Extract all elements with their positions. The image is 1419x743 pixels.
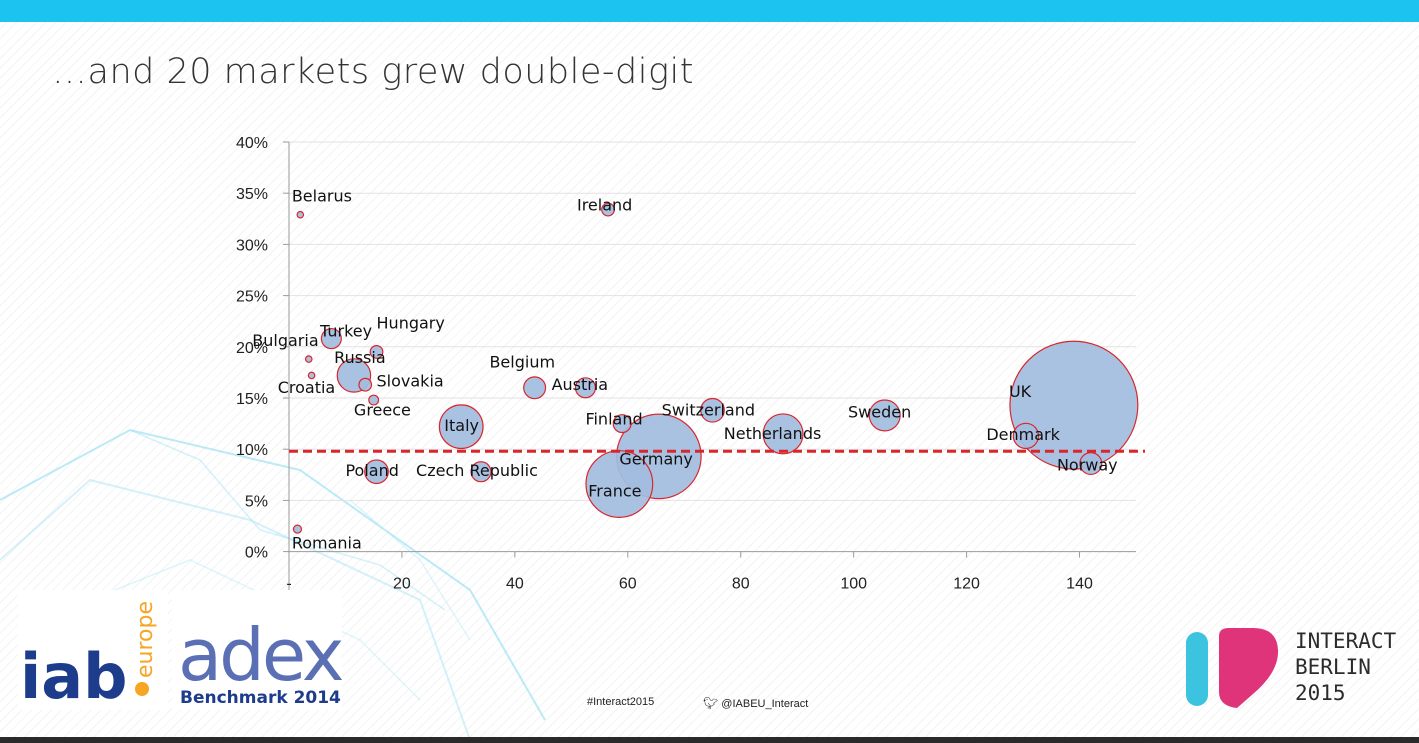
bubble-switzerland [700,397,725,423]
x-tick-label: 120 [953,576,980,593]
label-finland: Finland [585,410,642,429]
label-austria: Austria [552,375,609,394]
label-bulgaria: Bulgaria [252,331,318,350]
label-denmark: Denmark [986,425,1060,444]
x-tick-label: 140 [1066,576,1093,593]
benchmark-logo-text: Benchmark 2014 [180,688,341,708]
y-tick-label: 10% [236,442,268,459]
y-tick-label: 30% [236,237,268,254]
label-uk: UK [1009,382,1032,401]
y-tick-label: 15% [236,391,268,408]
label-sweden: Sweden [848,402,911,421]
bubble-czech-republic [470,461,492,483]
iab-logo-text: iab [20,640,127,710]
y-tick-label: 35% [236,186,268,203]
y-tick-label: 0% [245,545,268,562]
bubble-uk [1009,340,1139,470]
label-germany: Germany [619,450,693,469]
iab-europe-logo: iab europe [18,590,168,713]
bubble-italy [438,404,484,450]
bubble-bulgaria [304,355,313,363]
adex-benchmark-logo: adex Benchmark 2014 [172,590,346,710]
y-tick-label: 40% [236,135,268,152]
label-hungary: Hungary [377,313,445,332]
label-switzerland: Switzerland [662,400,755,419]
bubble-finland [612,414,632,434]
footer-twitter: 🐦︎ @IABEU_Interact [703,696,808,710]
label-czech-republic: Czech Republic [416,461,538,480]
x-tick-label: 100 [840,576,867,593]
adex-logo-text: adex [178,613,342,697]
twitter-bird-icon: 🐦︎ [703,696,719,710]
x-tick-label: - [286,576,291,593]
interact-line-2: BERLIN [1295,655,1371,679]
y-tick-label: 5% [245,493,268,510]
interact-heart-icon [1219,628,1279,708]
bubble-ireland [601,202,615,217]
label-greece: Greece [354,400,411,419]
label-russia: Russia [334,348,385,367]
label-turkey: Turkey [319,322,372,341]
x-tick-label: 40 [506,576,524,593]
y-tick-label: 20% [236,340,268,357]
label-poland: Poland [345,461,398,480]
chart-labels: Belarus Ireland Turkey Hungary Bulgaria Croat… [252,186,1117,552]
interact-berlin-logo: INTERACT BERLIN 2015 [1186,628,1397,708]
bubble-hungary [369,345,384,359]
label-croatia: Croatia [278,378,336,397]
bubble-belgium [523,376,547,400]
label-belarus: Belarus [292,186,352,205]
bubble-poland [364,459,389,485]
bubble-romania [292,524,303,534]
bubble-austria [574,377,597,399]
bubble-denmark [1012,422,1040,450]
bubble-belarus [296,210,305,219]
interact-line-3: 2015 [1295,681,1346,705]
bubble-sweden [868,399,901,432]
label-slovakia: Slovakia [377,372,444,391]
bubble-slovakia [358,377,373,392]
bubble-turkey [320,328,342,350]
bottom-bar [0,737,1419,743]
top-accent-bar [0,0,1419,22]
y-tick-label: 25% [236,289,268,306]
label-france: France [588,481,641,500]
label-belgium: Belgium [489,352,555,371]
x-tick-label: 60 [619,576,637,593]
footer-hashtag: #Interact2015 [587,696,655,708]
interact-line-1: INTERACT [1295,629,1397,653]
iab-logo-dot [135,682,149,696]
x-tick-label: 20 [393,576,411,593]
label-romania: Romania [292,534,362,553]
label-ireland: Ireland [577,196,632,215]
twitter-handle: @IABEU_Interact [721,698,809,710]
bubble-netherlands [762,413,804,455]
chart-bubbles [292,202,1139,534]
slide-title: …and 20 markets grew double-digit [52,52,694,92]
europe-logo-text: europe [133,601,158,678]
label-norway: Norway [1057,456,1118,475]
label-netherlands: Netherlands [724,424,822,443]
bubble-croatia [307,371,316,380]
bubble-greece [368,394,380,406]
label-italy: Italy [444,416,479,435]
interact-logo-bar [1186,632,1208,706]
x-tick-label: 80 [732,576,750,593]
